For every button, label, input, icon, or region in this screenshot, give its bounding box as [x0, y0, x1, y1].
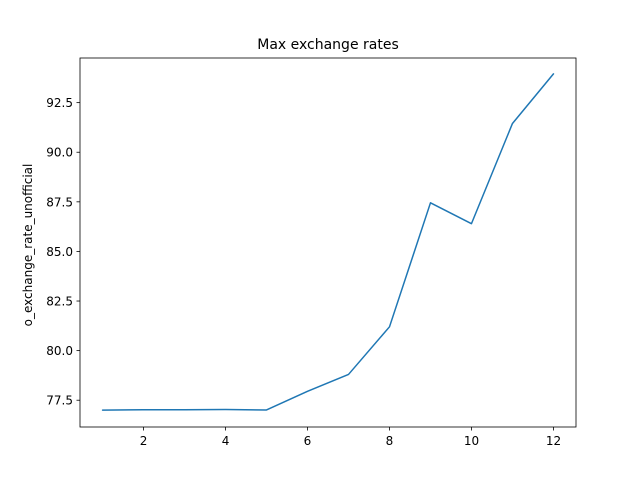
x-tick-label: 2: [140, 434, 148, 448]
y-tick-label: 77.5: [46, 394, 73, 408]
chart-title: Max exchange rates: [257, 37, 399, 53]
y-tick-label: 85.0: [46, 245, 73, 259]
y-tick-label: 82.5: [46, 295, 73, 309]
x-tick-label: 8: [386, 434, 394, 448]
x-tick-label: 12: [546, 434, 561, 448]
axes-frame: [79, 57, 577, 428]
x-axis: 2 4 6 8 10 12: [140, 427, 561, 448]
x-tick-label: 6: [304, 434, 312, 448]
series-line: [101, 73, 555, 411]
y-tick-label: 90.0: [46, 146, 73, 160]
y-axis: 77.5 80.0 82.5 85.0 87.5 90.0 92.5: [46, 96, 80, 408]
y-tick-label: 87.5: [46, 195, 73, 209]
x-tick-label: 4: [222, 434, 230, 448]
y-tick-label: 80.0: [46, 344, 73, 358]
y-tick-label: 92.5: [46, 96, 73, 110]
x-tick-label: 10: [464, 434, 479, 448]
y-axis-label: o_exchange_rate_unofficial: [21, 164, 35, 327]
